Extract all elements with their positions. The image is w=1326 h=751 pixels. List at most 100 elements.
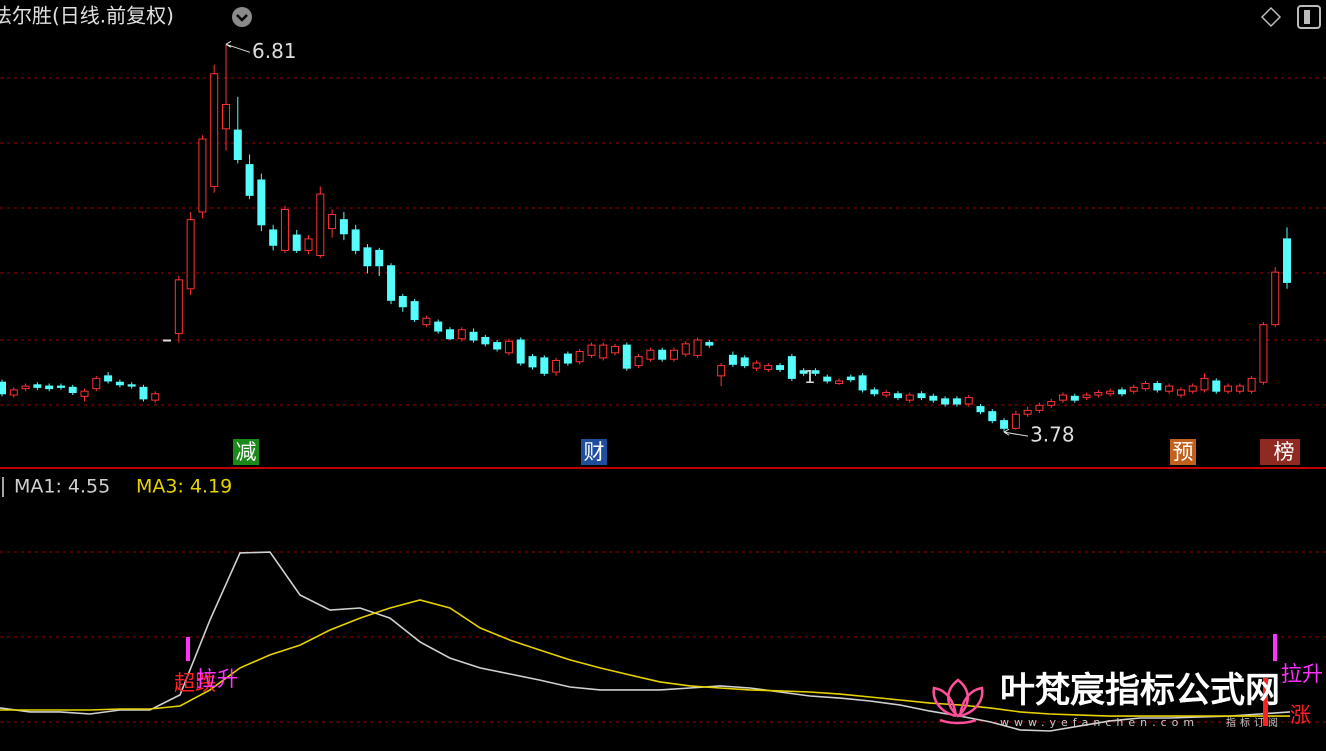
candle-body bbox=[622, 344, 631, 369]
indicator-line bbox=[0, 599, 1290, 717]
candle-body bbox=[882, 391, 891, 396]
candle-body bbox=[1283, 238, 1291, 283]
watermark-url: www.yefanchen.com bbox=[1000, 716, 1199, 729]
candle-body bbox=[1165, 385, 1174, 392]
window-icon bbox=[1304, 10, 1310, 24]
candle-body bbox=[681, 343, 690, 355]
signal-label: 拉升 bbox=[1281, 662, 1323, 686]
candle-body bbox=[210, 73, 219, 187]
legend-ma3: MA3: 4.19 bbox=[136, 476, 232, 498]
candle-body bbox=[693, 339, 702, 356]
candle-body bbox=[1011, 413, 1020, 429]
annotation-arrow bbox=[225, 40, 251, 53]
candle-body bbox=[634, 356, 643, 367]
menu-button[interactable] bbox=[232, 7, 252, 27]
candle-body bbox=[56, 385, 65, 388]
candle-body bbox=[1000, 420, 1009, 429]
candle-body bbox=[1106, 390, 1115, 395]
candle-body bbox=[717, 365, 726, 377]
candle-body bbox=[104, 375, 113, 382]
diamond-button[interactable] bbox=[1260, 6, 1282, 28]
menu-circle[interactable] bbox=[232, 7, 252, 27]
candle-body bbox=[811, 370, 820, 374]
candle-body bbox=[1259, 324, 1268, 383]
candle-body bbox=[1247, 377, 1256, 392]
candle-body bbox=[658, 349, 667, 360]
signal-bar bbox=[1263, 678, 1268, 726]
candle-body bbox=[1023, 409, 1032, 415]
candle-body bbox=[905, 394, 914, 401]
candle-body bbox=[375, 249, 384, 267]
candle-body bbox=[740, 357, 749, 367]
watermark-tag: 指标订阅 bbox=[1226, 716, 1282, 729]
signal-label: 拉升 bbox=[196, 667, 238, 691]
candle-body bbox=[764, 365, 773, 370]
candle-body bbox=[516, 339, 525, 364]
candle-body bbox=[552, 359, 561, 373]
candle-body bbox=[893, 393, 902, 399]
candle-body bbox=[221, 103, 230, 130]
candle-body bbox=[835, 380, 844, 385]
candle-body bbox=[422, 317, 431, 326]
candle-body bbox=[870, 389, 879, 395]
candle-body bbox=[139, 386, 148, 400]
candle-body bbox=[787, 356, 796, 379]
candle-body bbox=[728, 354, 737, 365]
event-box bbox=[1260, 439, 1300, 465]
candle-body bbox=[1153, 383, 1162, 391]
event-label: 减 bbox=[236, 440, 257, 464]
candle-body bbox=[339, 219, 348, 235]
candle-body bbox=[1094, 391, 1103, 396]
candle-body bbox=[646, 349, 655, 360]
candle-body bbox=[21, 385, 30, 390]
signal-bar bbox=[1273, 634, 1277, 661]
event-box bbox=[233, 439, 259, 465]
candle-body bbox=[9, 389, 18, 396]
watermark-logo bbox=[932, 678, 984, 725]
candle-body bbox=[163, 339, 172, 342]
candle-body bbox=[328, 214, 337, 230]
candle-body bbox=[92, 377, 101, 390]
event-label: 预 bbox=[1173, 440, 1194, 464]
candle-body bbox=[68, 386, 77, 393]
signal-bar bbox=[186, 637, 190, 661]
price-panel: 6.81 3.78 bbox=[0, 39, 1326, 447]
candle-body bbox=[151, 393, 160, 401]
candle-body bbox=[280, 208, 289, 251]
candle-body bbox=[563, 353, 572, 364]
candle-body bbox=[186, 219, 195, 290]
candle-body bbox=[387, 265, 396, 301]
candle-body bbox=[410, 301, 419, 321]
chevron bbox=[236, 14, 248, 22]
candle-body bbox=[33, 384, 42, 388]
candle-body bbox=[45, 385, 54, 390]
candle-body bbox=[457, 329, 466, 340]
candle-body bbox=[398, 295, 407, 308]
candle-body bbox=[669, 349, 678, 360]
candle-body bbox=[929, 395, 938, 401]
annotation-arrow bbox=[1003, 428, 1029, 437]
candle-body bbox=[316, 193, 325, 257]
candle-body bbox=[988, 411, 997, 422]
candle-body bbox=[1070, 395, 1079, 401]
signal-label: 超跌 bbox=[174, 671, 216, 695]
candle-body bbox=[127, 384, 136, 387]
candle-body bbox=[964, 397, 973, 405]
candle-body bbox=[292, 234, 301, 251]
candle-body bbox=[611, 345, 620, 354]
candle-body bbox=[575, 351, 584, 363]
candle-body bbox=[1059, 394, 1068, 401]
candle-body bbox=[269, 229, 278, 246]
candle-body bbox=[587, 344, 596, 356]
candle-body bbox=[752, 362, 761, 369]
window-button[interactable] bbox=[1297, 5, 1321, 29]
candle-body bbox=[952, 398, 961, 405]
candle-body bbox=[1082, 394, 1091, 399]
candle-body bbox=[599, 344, 608, 359]
candle-body bbox=[0, 381, 6, 395]
candle-body bbox=[941, 398, 950, 405]
candle-body bbox=[846, 376, 855, 381]
candle-body bbox=[1200, 377, 1209, 391]
